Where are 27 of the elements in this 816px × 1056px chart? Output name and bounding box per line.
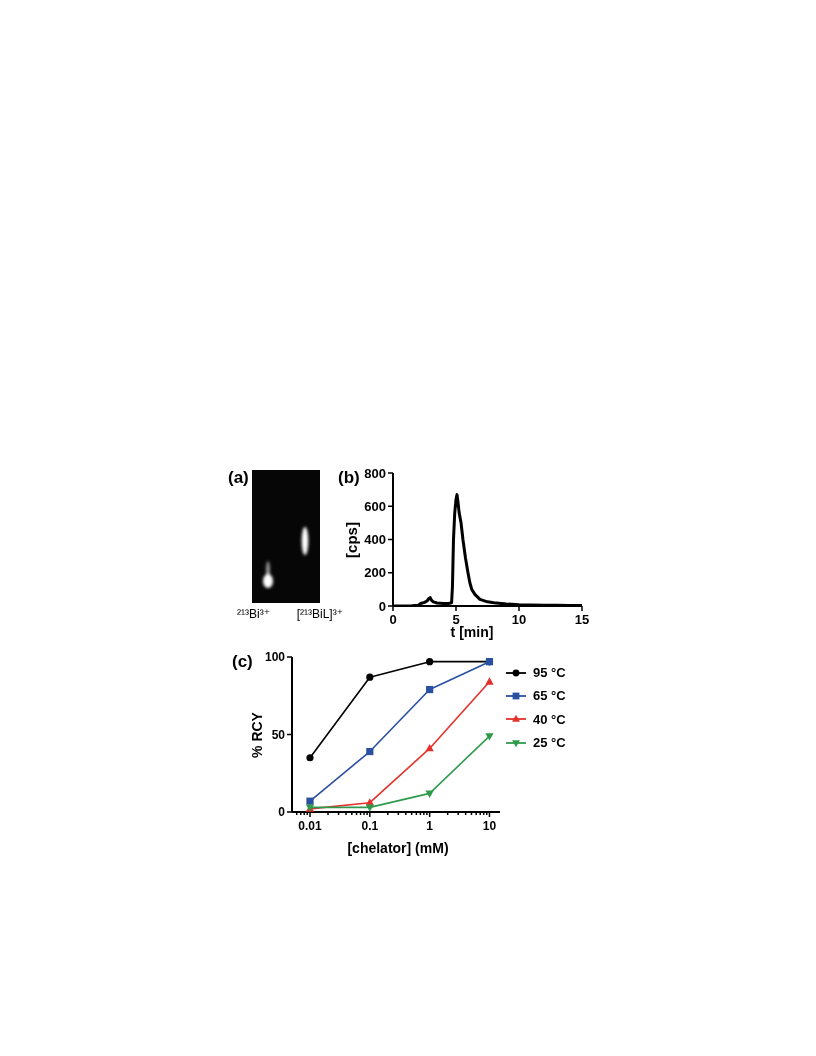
y-tick-label: 600 (364, 498, 386, 514)
legend-label: 40 °C (533, 711, 566, 727)
legend-label: 25 °C (533, 735, 566, 751)
y-tick-label: 200 (364, 565, 386, 581)
text: ²¹³Bi³⁺ (237, 607, 270, 622)
y-axis-title: % RCY (248, 711, 266, 758)
y-tick-label: 50 (271, 727, 286, 742)
y-tick-label: 800 (364, 465, 386, 481)
x-tick-label: 10 (511, 612, 527, 628)
y-tick-label: 0 (378, 598, 386, 614)
x-tick-label: 0.1 (361, 818, 379, 833)
chart-title: (b) (338, 468, 360, 488)
x-axis-title: [chelator] (mM) (347, 839, 449, 857)
y-axis-title: [cps] (343, 521, 361, 558)
chart-title: (c) (232, 652, 253, 672)
y-tick-label: 100 (264, 650, 286, 665)
y-tick-label: 400 (364, 532, 386, 548)
y-tick-label: 0 (278, 805, 286, 820)
x-tick-label: 15 (574, 612, 590, 628)
legend-label: 65 °C (533, 688, 566, 704)
x-tick-label: 10 (482, 818, 497, 833)
x-tick-label: 0 (389, 612, 397, 628)
x-tick-label: 0.01 (298, 818, 323, 833)
x-tick-label: 1 (426, 818, 434, 833)
text: [²¹³BiL]³⁺ (296, 607, 343, 622)
legend-label: 95 °C (533, 665, 566, 681)
text: (a) (228, 468, 249, 488)
